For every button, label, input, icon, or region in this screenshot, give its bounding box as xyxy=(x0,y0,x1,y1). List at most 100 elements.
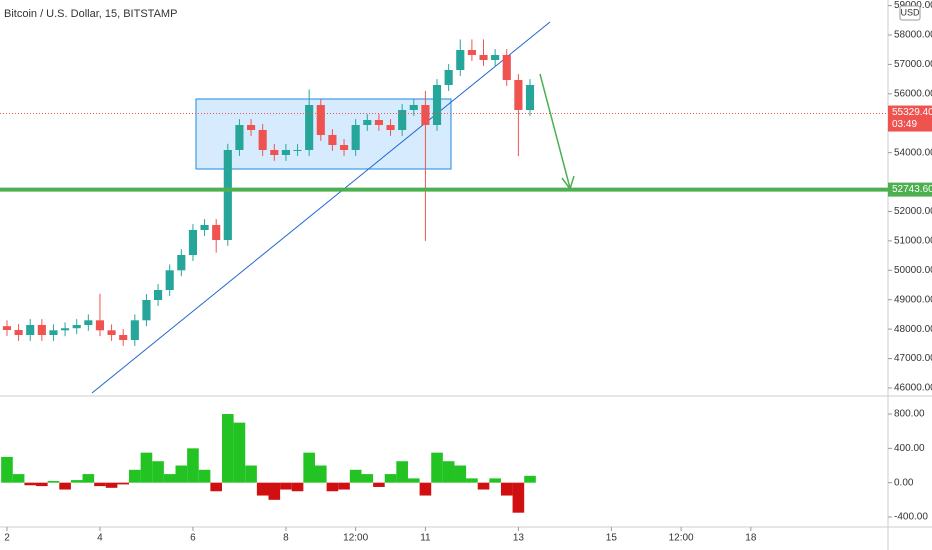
y-tick-label: 50000.00 xyxy=(894,265,932,276)
oscillator-bar xyxy=(82,474,95,483)
candle-body xyxy=(305,105,314,150)
x-tick-label: 8 xyxy=(283,533,289,544)
candle-body xyxy=(514,80,523,110)
candle-body xyxy=(339,145,349,150)
candle-body xyxy=(72,325,81,329)
candle-body xyxy=(270,150,279,155)
oscillator-bar xyxy=(500,482,513,496)
oscillator-bar xyxy=(477,482,490,490)
y-tick-label: 56000.00 xyxy=(894,88,932,99)
candle-body xyxy=(351,125,360,150)
candle-body xyxy=(525,85,535,110)
y-tick-label: 54000.00 xyxy=(894,147,932,158)
y-tick-label: 51000.00 xyxy=(894,236,932,247)
candle-body xyxy=(223,150,232,240)
oscillator-bar xyxy=(396,461,408,483)
x-tick-label: 13 xyxy=(513,533,525,544)
oscillator-bar xyxy=(524,475,536,483)
oscillator-bar xyxy=(373,482,385,487)
candle-body xyxy=(188,230,198,255)
y-tick-label: 48000.00 xyxy=(894,324,932,335)
x-tick-label: 6 xyxy=(190,533,196,544)
candle-body xyxy=(130,320,139,340)
y-tick-label: 47000.00 xyxy=(894,353,932,364)
support-label: 52743.60 xyxy=(892,184,932,195)
oscillator-bar xyxy=(512,482,525,513)
candle-body xyxy=(374,120,383,125)
chart-title: Bitcoin / U.S. Dollar, 15, BITSTAMP xyxy=(4,8,177,20)
candle-body xyxy=(246,125,256,130)
candle-body xyxy=(386,125,395,130)
candle-body xyxy=(119,335,128,340)
candle-body xyxy=(363,120,372,125)
oscillator-bar xyxy=(233,422,246,483)
candle-body xyxy=(491,55,500,60)
candle-body xyxy=(293,150,302,151)
oscillator-bar xyxy=(361,474,374,483)
oscillator-bar xyxy=(129,469,141,483)
oscillator-bar xyxy=(466,478,478,483)
x-tick-label: 2 xyxy=(4,533,10,544)
candle-body xyxy=(316,105,325,135)
oscillator-bar xyxy=(419,482,432,496)
oscillator-bar xyxy=(12,474,25,483)
oscillator-bar xyxy=(117,482,130,485)
candle-body xyxy=(154,290,163,300)
oscillator-bar xyxy=(303,452,315,483)
oscillator-bar xyxy=(407,478,420,483)
y-tick-label: 57000.00 xyxy=(894,59,932,70)
oscillator-bar xyxy=(1,456,13,483)
oscillator-bar xyxy=(94,482,106,487)
y-tick-label: 800.00 xyxy=(894,409,925,420)
candle-body xyxy=(212,225,221,240)
oscillator-bar xyxy=(47,480,60,483)
y-tick-label: 46000.00 xyxy=(894,383,932,394)
countdown: 03:49 xyxy=(892,119,917,130)
candle-body xyxy=(177,255,186,271)
y-tick-label: 49000.00 xyxy=(894,294,932,305)
oscillator-bar xyxy=(198,469,211,483)
currency: USD xyxy=(900,7,920,17)
candle-body xyxy=(235,125,244,150)
oscillator-bar xyxy=(326,482,339,492)
arrow[interactable] xyxy=(539,73,571,189)
y-tick-label: 52000.00 xyxy=(894,206,932,217)
y-tick-label: 0.00 xyxy=(894,477,914,488)
x-tick-label: 4 xyxy=(97,533,103,544)
oscillator-bar xyxy=(268,482,281,500)
x-tick-label: 11 xyxy=(420,533,431,544)
oscillator-bar xyxy=(140,452,153,483)
candle-body xyxy=(281,150,290,155)
candle-body xyxy=(37,325,46,335)
oscillator-bar xyxy=(24,482,37,486)
y-tick-label: 58000.00 xyxy=(894,30,932,41)
candle-body xyxy=(258,130,267,150)
y-tick-label: -400.00 xyxy=(894,512,928,523)
candle-body xyxy=(107,330,116,335)
candle-body xyxy=(456,50,465,70)
x-tick-label: 18 xyxy=(745,533,757,544)
oscillator-bar xyxy=(314,465,327,483)
oscillator-bar xyxy=(175,465,188,483)
candle-body xyxy=(444,70,453,85)
oscillator-bar xyxy=(163,474,176,483)
oscillator-bar xyxy=(338,482,350,490)
candle-body xyxy=(432,85,442,125)
currency-badge xyxy=(899,5,921,21)
oscillator-bar xyxy=(442,461,455,483)
oscillator-bar xyxy=(245,465,257,483)
oscillator-bar xyxy=(280,482,292,490)
oscillator-bar xyxy=(431,452,443,483)
oscillator-bar xyxy=(105,482,118,488)
candle-body xyxy=(409,105,418,110)
candle-body xyxy=(398,110,407,130)
trend-line[interactable] xyxy=(91,21,551,394)
x-tick-label: 12:00 xyxy=(343,533,368,544)
oscillator-bar xyxy=(187,448,199,483)
oscillator-bar xyxy=(384,474,397,483)
candle-body xyxy=(165,270,174,290)
candle-body xyxy=(467,50,476,55)
candle-body xyxy=(49,330,58,335)
